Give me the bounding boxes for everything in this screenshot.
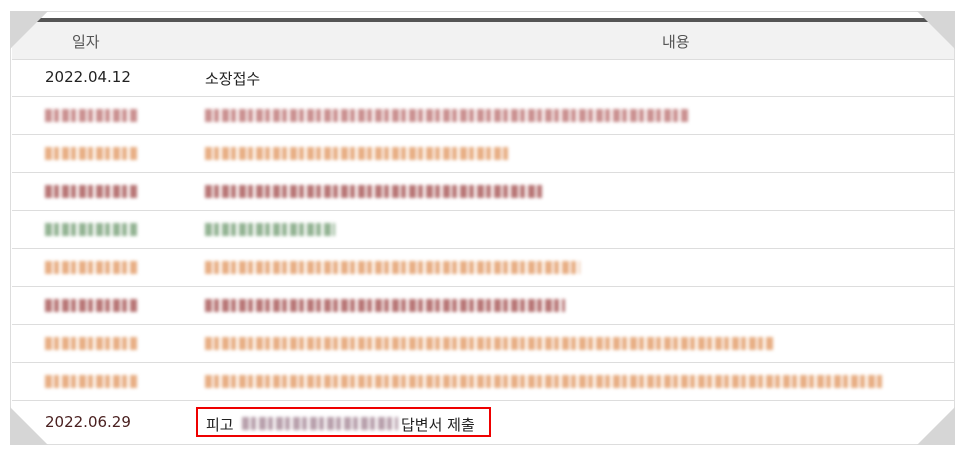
table-row — [12, 173, 954, 211]
redacted-content — [205, 109, 690, 122]
redacted-date — [45, 261, 138, 274]
row-date: 2022.06.29 — [45, 413, 131, 431]
header-date: 일자 — [72, 33, 100, 51]
content-suffix: 답변서 제출 — [401, 416, 475, 434]
redacted-content — [205, 147, 510, 160]
row-date: 2022.04.12 — [45, 68, 131, 86]
redacted-content — [205, 375, 885, 388]
row-content: 소장접수 — [205, 70, 261, 88]
redacted-date — [45, 109, 138, 122]
case-progress-table — [10, 11, 955, 445]
table-row — [12, 363, 954, 401]
redacted-content — [205, 261, 580, 274]
highlight-box: 피고 답변서 제출 — [196, 407, 491, 437]
redacted-content — [205, 223, 335, 236]
table-row — [12, 97, 954, 135]
corner-decoration-icon — [917, 11, 955, 49]
redacted-date — [45, 147, 138, 160]
redacted-content — [205, 299, 565, 312]
redacted-date — [45, 223, 138, 236]
redacted-date — [45, 185, 138, 198]
corner-decoration-icon — [10, 11, 48, 49]
table-row — [12, 135, 954, 173]
redacted-date — [45, 337, 138, 350]
table-top-border — [12, 18, 954, 22]
table-row: 2022.04.12 소장접수 — [12, 59, 954, 97]
corner-decoration-icon — [10, 407, 48, 445]
table-row-highlighted: 2022.06.29 피고 답변서 제출 — [12, 404, 954, 442]
redacted-content — [205, 337, 775, 350]
redacted-date — [45, 299, 138, 312]
content-prefix: 피고 — [206, 416, 234, 434]
table-row — [12, 325, 954, 363]
table-row — [12, 287, 954, 325]
table-row — [12, 249, 954, 287]
table-header: 일자 내용 — [12, 22, 954, 60]
table-row — [12, 211, 954, 249]
corner-decoration-icon — [917, 407, 955, 445]
redacted-text — [242, 417, 398, 430]
header-content: 내용 — [662, 33, 690, 51]
redacted-date — [45, 375, 138, 388]
redacted-content — [205, 185, 545, 198]
